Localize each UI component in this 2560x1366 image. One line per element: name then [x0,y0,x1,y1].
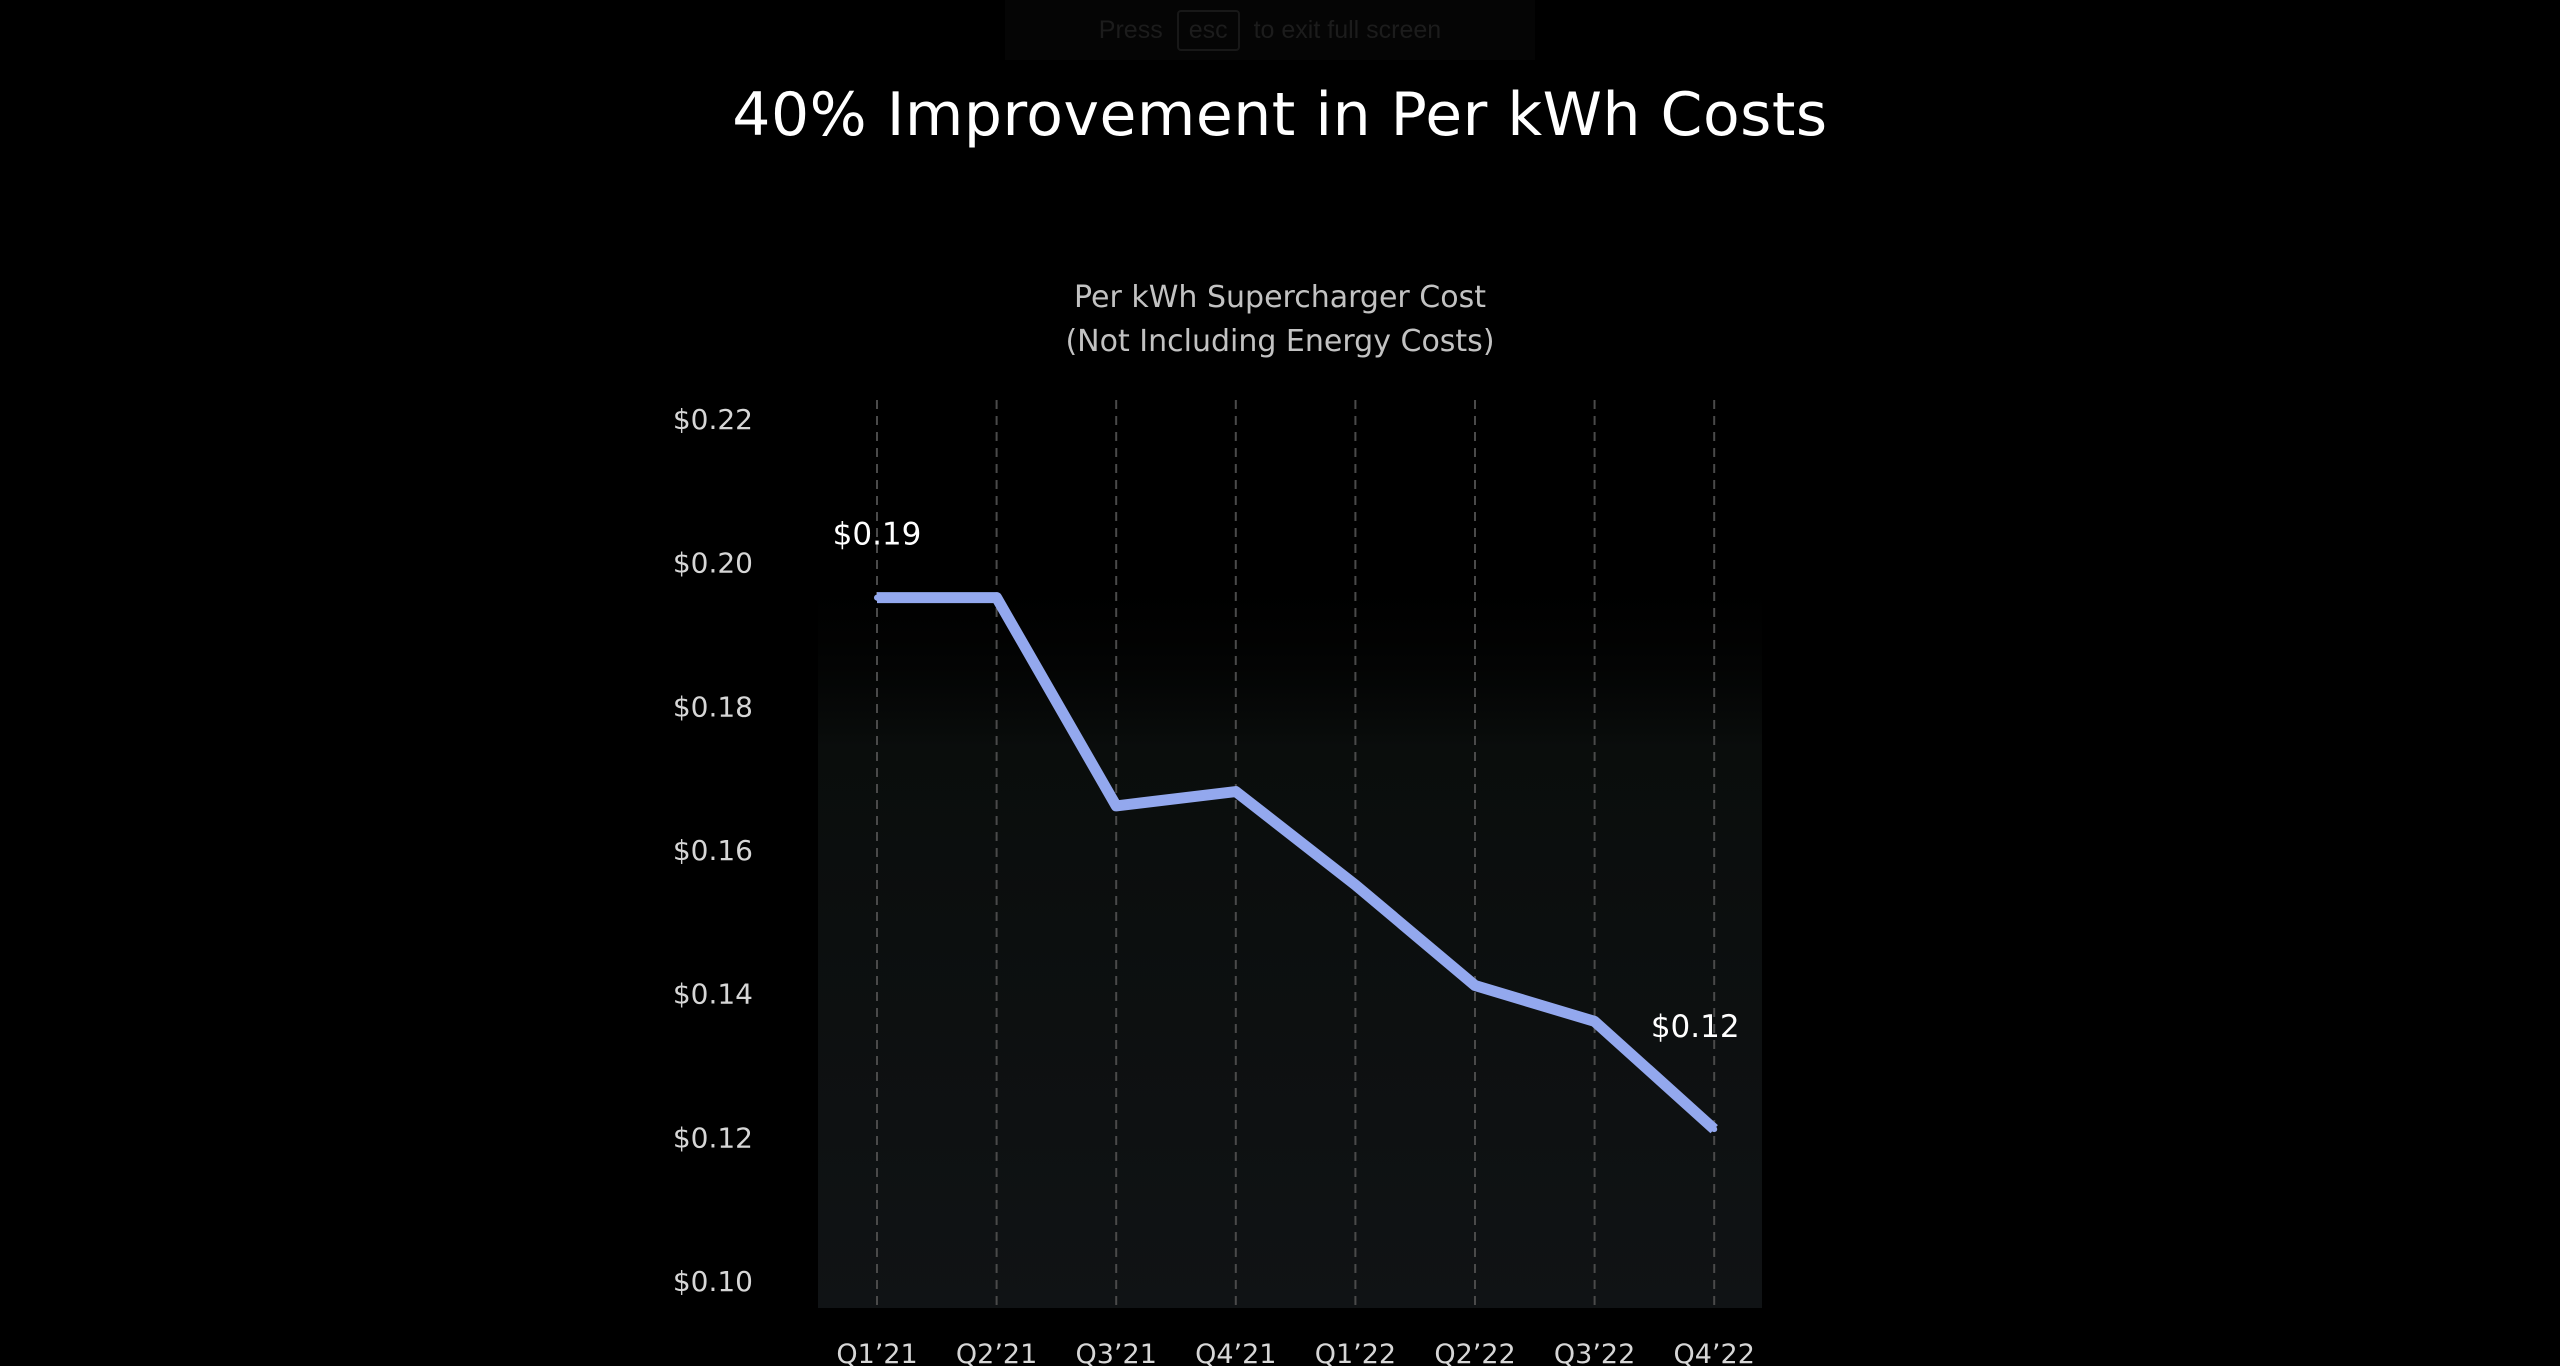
hint-press-text: Press [1098,15,1163,44]
data-label-2: $0.12 [1651,1009,1740,1045]
x-tick-label: Q1’21 [836,1339,917,1366]
gridlines [876,400,1716,1312]
x-tick-label: Q1’22 [1315,1339,1396,1366]
x-tick-label: Q4’22 [1674,1339,1755,1366]
data-point [1472,982,1478,989]
x-tick-label: Q2’22 [1434,1339,1515,1366]
data-point [1591,1018,1598,1025]
slide-title: 40% Improvement in Per kWh Costs [732,80,1828,150]
fullscreen-exit-hint: Press esc to exit full screen [1005,0,1535,60]
y-tick-label: $0.10 [673,1265,753,1298]
x-tick-label: Q3’22 [1554,1339,1635,1366]
annotations: $0.19 $0.12 [833,517,1740,1046]
data-point [1113,802,1120,809]
data-point [1352,881,1359,888]
hint-rest-text: to exit full screen [1253,15,1442,44]
series-line-1 [877,592,1718,1134]
y-tick-label: $0.18 [673,690,753,723]
esc-key-badge: esc [1176,9,1240,51]
data-point [874,594,880,601]
x-tick-label: Q4’21 [1195,1339,1276,1366]
x-tick-label: Q3’21 [1076,1339,1157,1366]
y-tick-label: $0.20 [673,547,753,580]
y-tick-label: $0.14 [673,978,753,1011]
y-axis-ticks: $0.22 $0.20 $0.18 $0.16 $0.14 $0.12 $0.10 [673,403,753,1298]
series-layer [874,592,1718,1134]
data-point [993,594,1000,601]
plot-area [818,560,1762,1308]
y-tick-label: $0.12 [673,1121,753,1154]
y-tick-label: $0.22 [673,403,753,436]
chart-subtitle: (Not Including Energy Costs) [1065,324,1495,359]
y-tick-label: $0.16 [673,834,753,867]
chart-title: Per kWh Supercharger Cost [1074,280,1486,315]
chart-title-block: Per kWh Supercharger Cost (Not Including… [0,276,2560,364]
data-point [1711,1126,1718,1133]
data-label-1: $0.19 [833,517,922,553]
data-point [1232,788,1239,795]
x-tick-label: Q2’21 [956,1339,1037,1366]
x-axis-ticks: Q1’21 Q2’21 Q3’21 Q4’21 Q1’22 Q2’22 Q3’22 Q4’22 [836,1339,1755,1366]
